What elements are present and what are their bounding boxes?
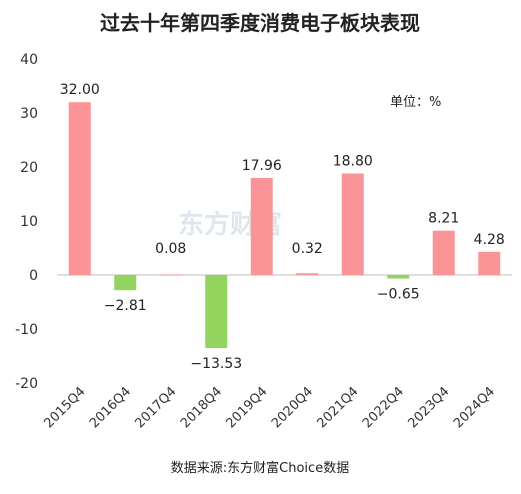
y-tick-label: 40 [20,52,38,68]
y-tick-label: 10 [20,214,38,230]
bar-layer [68,102,501,349]
label-layer: 32.00 −2.81 0.08 −13.53 17.96 0.32 18.80 −0.65 8… [60,82,505,372]
x-tick-label: 2019Q4 [223,384,270,431]
data-label: 32.00 [60,82,100,98]
data-label: 18.80 [333,153,373,169]
bar-2022Q4 [387,275,410,279]
unit-label: 单位：% [390,95,441,110]
bar-2023Q4 [432,230,455,275]
x-tick-label: 2020Q4 [269,384,316,431]
x-tick-label: 2016Q4 [87,384,134,431]
x-tick-label: 2021Q4 [314,384,361,431]
source-note: 数据来源:东方财富Choice数据 [171,460,349,476]
data-label: −2.81 [104,298,147,314]
data-label: 8.21 [428,211,459,227]
bar-2024Q4 [478,251,501,275]
data-label: −13.53 [190,356,242,372]
bar-2018Q4 [205,275,228,349]
chart-title: 过去十年第四季度消费电子板块表现 [100,11,420,35]
bar-2015Q4 [68,102,91,275]
x-tick-layer: 2015Q42016Q42017Q42018Q42019Q42020Q42021… [41,384,498,431]
x-tick-label: 2024Q4 [451,384,498,431]
data-label: 0.32 [292,241,323,257]
bar-2020Q4 [296,273,319,275]
y-tick-label: -20 [15,376,38,392]
x-tick-label: 2017Q4 [132,384,179,431]
x-tick-label: 2023Q4 [405,384,452,431]
data-label: −0.65 [377,287,420,303]
x-tick-label: 2015Q4 [41,384,88,431]
bar-2016Q4 [114,275,137,291]
y-tick-label: -10 [15,322,38,338]
data-label: 4.28 [474,232,505,248]
bar-2017Q4 [159,274,182,276]
x-tick-label: 2022Q4 [360,384,407,431]
x-tick-label: 2018Q4 [178,384,225,431]
data-label: 0.08 [155,241,186,257]
bar-2021Q4 [341,173,364,275]
bar-2019Q4 [250,178,273,275]
y-tick-label: 0 [29,268,38,284]
y-tick-label: 20 [20,160,38,176]
data-label: 17.96 [242,158,282,174]
y-tick-label: 30 [20,106,38,122]
